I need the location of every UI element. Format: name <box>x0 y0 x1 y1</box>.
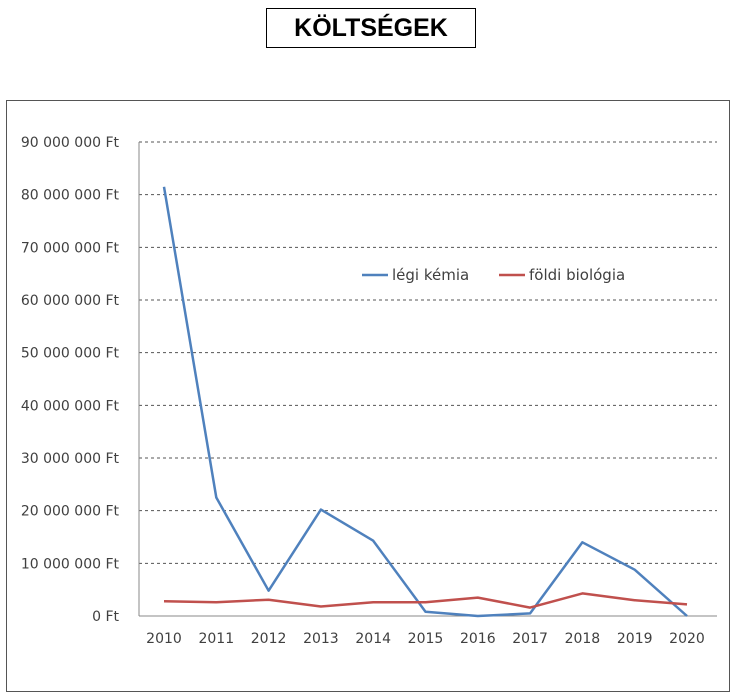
y-tick-label: 90 000 000 Ft <box>21 135 120 151</box>
x-tick-label: 2010 <box>146 631 182 647</box>
x-tick-label: 2012 <box>251 631 287 647</box>
y-tick-label: 10 000 000 Ft <box>21 556 120 572</box>
x-tick-label: 2016 <box>460 631 496 647</box>
y-axis-ticks: 0 Ft 10 000 000 Ft 20 000 000 Ft 30 000 000… <box>21 135 120 625</box>
legend-label: földi biológia <box>529 266 625 284</box>
x-tick-label: 2017 <box>512 631 548 647</box>
x-tick-label: 2014 <box>355 631 391 647</box>
x-axis-ticks: 2010 2011 2012 2013 2014 2015 2016 2017 2018 2019… <box>146 631 705 647</box>
x-tick-label: 2020 <box>669 631 705 647</box>
y-tick-label: 40 000 000 Ft <box>21 398 120 414</box>
y-tick-label: 0 Ft <box>92 609 119 625</box>
y-tick-label: 80 000 000 Ft <box>21 188 120 204</box>
legend-label: légi kémia <box>392 266 469 284</box>
y-tick-label: 70 000 000 Ft <box>21 240 120 256</box>
x-tick-label: 2011 <box>198 631 234 647</box>
x-tick-label: 2018 <box>565 631 601 647</box>
x-tick-label: 2013 <box>303 631 339 647</box>
chart-title: KÖLTSÉGEK <box>266 8 476 48</box>
x-tick-label: 2019 <box>617 631 653 647</box>
y-tick-label: 30 000 000 Ft <box>21 451 120 467</box>
y-tick-label: 50 000 000 Ft <box>21 346 120 362</box>
series-lines <box>162 186 688 618</box>
y-tick-label: 60 000 000 Ft <box>21 293 120 309</box>
grid <box>138 141 717 617</box>
legend: légi kémia földi biológia <box>362 266 625 284</box>
series-line-1 <box>162 186 688 618</box>
chart-frame: 0 Ft 10 000 000 Ft 20 000 000 Ft 30 000 000… <box>6 100 730 692</box>
x-tick-label: 2015 <box>408 631 444 647</box>
series-line-2 <box>163 592 688 609</box>
line-chart: 0 Ft 10 000 000 Ft 20 000 000 Ft 30 000 000… <box>21 135 717 647</box>
y-tick-label: 20 000 000 Ft <box>21 504 120 520</box>
